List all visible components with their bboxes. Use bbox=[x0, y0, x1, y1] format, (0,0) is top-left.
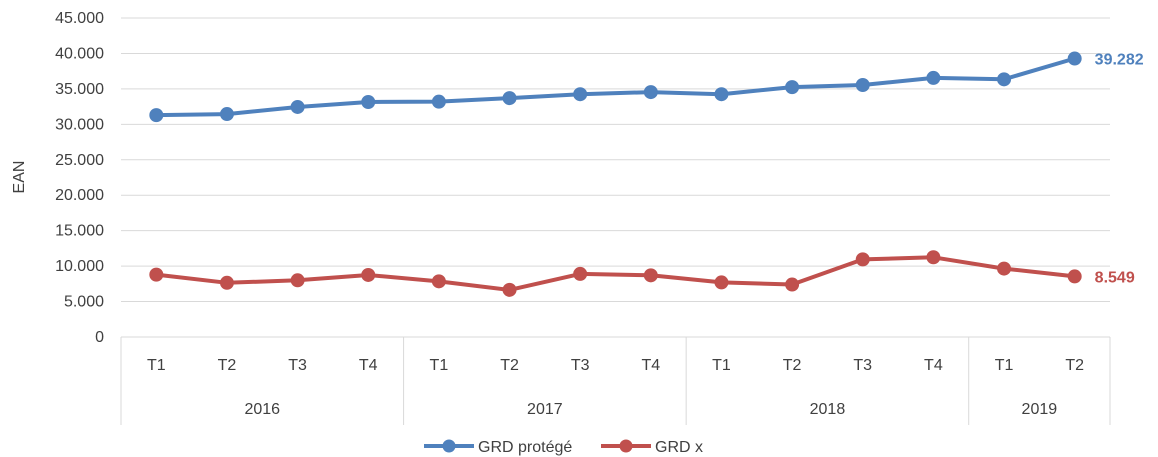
x-tick-label: T3 bbox=[288, 357, 307, 374]
x-tick-label: T4 bbox=[924, 357, 943, 374]
data-point bbox=[219, 275, 234, 290]
y-tick-label: 0 bbox=[95, 329, 104, 346]
data-point bbox=[149, 267, 164, 282]
y-tick-label: 25.000 bbox=[55, 152, 104, 169]
data-point bbox=[361, 95, 376, 110]
data-point bbox=[573, 266, 588, 281]
y-tick-label: 5.000 bbox=[64, 294, 104, 311]
data-point bbox=[431, 274, 446, 289]
x-tick-label: T1 bbox=[712, 357, 731, 374]
x-tick-label: T1 bbox=[147, 357, 166, 374]
data-point bbox=[714, 87, 729, 102]
y-axis-tick-labels: 0 5.000 10.000 15.000 20.000 25.000 30.000 35.0… bbox=[55, 10, 104, 346]
data-point bbox=[926, 250, 941, 265]
data-point bbox=[219, 107, 234, 122]
series-layer: 39.282 8.549 bbox=[149, 51, 1144, 297]
data-point bbox=[643, 85, 658, 100]
series-line bbox=[154, 255, 1077, 292]
data-point bbox=[926, 70, 941, 85]
data-point bbox=[997, 261, 1012, 276]
x-tick-label: T1 bbox=[995, 357, 1014, 374]
y-axis-title: EAN bbox=[11, 161, 28, 194]
data-point bbox=[502, 282, 517, 297]
y-tick-label: 30.000 bbox=[55, 116, 104, 133]
y-tick-label: 20.000 bbox=[55, 187, 104, 204]
x-axis: T1 T2 T3 T4 T1 T2 T3 T4 T1 T2 T3 T4 T1 T2 2016 2017 2018… bbox=[120, 337, 1111, 425]
legend-swatch-marker bbox=[619, 439, 633, 453]
data-point bbox=[290, 99, 305, 114]
x-tick-label: T2 bbox=[218, 357, 237, 374]
x-tick-label: T4 bbox=[641, 357, 660, 374]
data-point bbox=[290, 273, 305, 288]
x-tick-label: T2 bbox=[783, 357, 802, 374]
data-point bbox=[643, 268, 658, 283]
data-point bbox=[1067, 269, 1082, 284]
y-tick-label: 10.000 bbox=[55, 258, 104, 275]
x-group-label: 2018 bbox=[810, 401, 846, 418]
data-point bbox=[149, 108, 164, 123]
series-line bbox=[154, 56, 1077, 118]
y-tick-label: 40.000 bbox=[55, 45, 104, 62]
data-point bbox=[502, 91, 517, 106]
y-tick-label: 35.000 bbox=[55, 81, 104, 98]
x-tick-label: T4 bbox=[359, 357, 378, 374]
x-tick-label: T3 bbox=[853, 357, 872, 374]
end-data-label: 8.549 bbox=[1095, 269, 1135, 286]
data-point bbox=[785, 80, 800, 95]
x-group-label: 2017 bbox=[527, 401, 563, 418]
data-point bbox=[997, 72, 1012, 87]
x-tick-label: T2 bbox=[500, 357, 519, 374]
legend: GRD protégé GRD x bbox=[424, 439, 703, 456]
data-point bbox=[785, 277, 800, 292]
data-point bbox=[714, 275, 729, 290]
x-group-label: 2019 bbox=[1022, 401, 1058, 418]
y-tick-label: 15.000 bbox=[55, 223, 104, 240]
gridlines bbox=[121, 17, 1110, 338]
legend-swatch-marker bbox=[442, 439, 456, 453]
x-group-label: 2016 bbox=[244, 401, 280, 418]
x-tick-label: T1 bbox=[430, 357, 449, 374]
x-tick-label: T2 bbox=[1065, 357, 1084, 374]
end-data-label: 39.282 bbox=[1095, 52, 1144, 69]
x-tick-label: T3 bbox=[571, 357, 590, 374]
data-point bbox=[361, 267, 376, 282]
legend-label: GRD x bbox=[655, 439, 703, 456]
data-point bbox=[431, 94, 446, 109]
legend-label: GRD protégé bbox=[478, 439, 572, 456]
data-point bbox=[1067, 51, 1082, 66]
data-point bbox=[855, 252, 870, 267]
y-tick-label: 45.000 bbox=[55, 10, 104, 27]
data-point bbox=[573, 87, 588, 102]
data-point bbox=[855, 77, 870, 92]
